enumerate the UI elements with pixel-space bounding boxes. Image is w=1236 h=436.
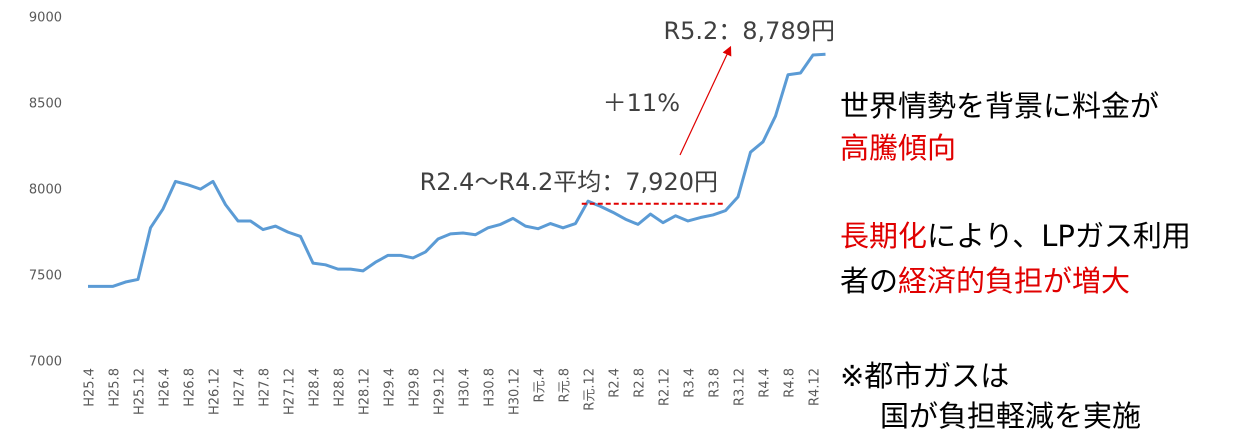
x-tick-label: H29.4 xyxy=(383,368,398,407)
side-text-segment: 長期化 xyxy=(840,219,927,253)
x-tick-label: H28.12 xyxy=(358,368,373,415)
x-tick-label: R3.8 xyxy=(708,368,723,398)
side-text: 長期化により、LPガス利用 xyxy=(840,219,1191,253)
side-text: 者の経済的負担が増大 xyxy=(840,264,1130,298)
x-tick-label: R4.8 xyxy=(783,368,798,398)
x-tick-label: R4.4 xyxy=(758,368,773,398)
line-series xyxy=(88,52,826,288)
increase-annotation: ＋11% xyxy=(603,89,680,117)
x-tick-label: H25.8 xyxy=(108,368,123,407)
x-tick-label: R2.12 xyxy=(658,368,673,406)
x-tick-label: H29.12 xyxy=(433,368,448,415)
x-tick-label: H26.4 xyxy=(158,368,173,407)
arrow xyxy=(679,45,732,156)
side-text: 高騰傾向 xyxy=(840,131,956,165)
x-tick-label: H26.8 xyxy=(183,368,198,407)
x-tick-label: H28.8 xyxy=(333,368,348,407)
x-tick-label: H27.4 xyxy=(233,368,248,407)
side-text-segment: 世界情勢を背景に料金が xyxy=(840,89,1159,123)
side-text-segment: ※都市ガスは xyxy=(840,359,1009,393)
y-tick-label: 8500 xyxy=(29,97,62,112)
x-tick-label: R2.8 xyxy=(633,368,648,398)
side-text: 国が負担軽減を実施 xyxy=(880,399,1141,433)
y-tick-label: 7000 xyxy=(29,355,62,370)
x-tick-label: H25.4 xyxy=(83,368,98,407)
x-tick-label: R3.12 xyxy=(733,368,748,406)
x-tick-label: R3.4 xyxy=(683,368,698,398)
average-label: R2.4～R4.2平均：7,920円 xyxy=(420,168,718,196)
side-text-segment: 国が負担軽減を実施 xyxy=(880,399,1141,433)
x-tick-label: H27.8 xyxy=(258,368,273,407)
x-tick-label: H25.12 xyxy=(133,368,148,415)
y-tick-label: 8000 xyxy=(29,183,62,198)
y-tick-label: 7500 xyxy=(29,269,62,284)
x-tick-label: R2.4 xyxy=(608,368,623,398)
latest-annotation: R5.2：8,789円 xyxy=(663,17,835,45)
x-tick-label: R元.4 xyxy=(533,368,548,402)
side-text-segment: により、LPガス利用 xyxy=(927,219,1191,253)
side-text: 世界情勢を背景に料金が xyxy=(840,89,1159,123)
x-tick-label: H28.4 xyxy=(308,368,323,407)
x-tick-label: R元.8 xyxy=(558,368,573,402)
x-tick-label: H26.12 xyxy=(208,368,223,415)
x-tick-label: H27.12 xyxy=(283,368,298,415)
side-text-segment: 経済的負担が増大 xyxy=(898,264,1130,298)
x-tick-label: H30.8 xyxy=(483,368,498,407)
x-tick-label: R4.12 xyxy=(808,368,823,406)
side-text-segment: 高騰傾向 xyxy=(840,131,956,165)
x-tick-label: R元.12 xyxy=(583,368,598,411)
side-text: ※都市ガスは xyxy=(840,359,1009,393)
x-tick-label: H30.4 xyxy=(458,368,473,407)
side-text-segment: 者の xyxy=(840,264,898,298)
y-tick-label: 9000 xyxy=(29,11,62,26)
x-tick-label: H29.8 xyxy=(408,368,423,407)
x-tick-label: H30.12 xyxy=(508,368,523,415)
